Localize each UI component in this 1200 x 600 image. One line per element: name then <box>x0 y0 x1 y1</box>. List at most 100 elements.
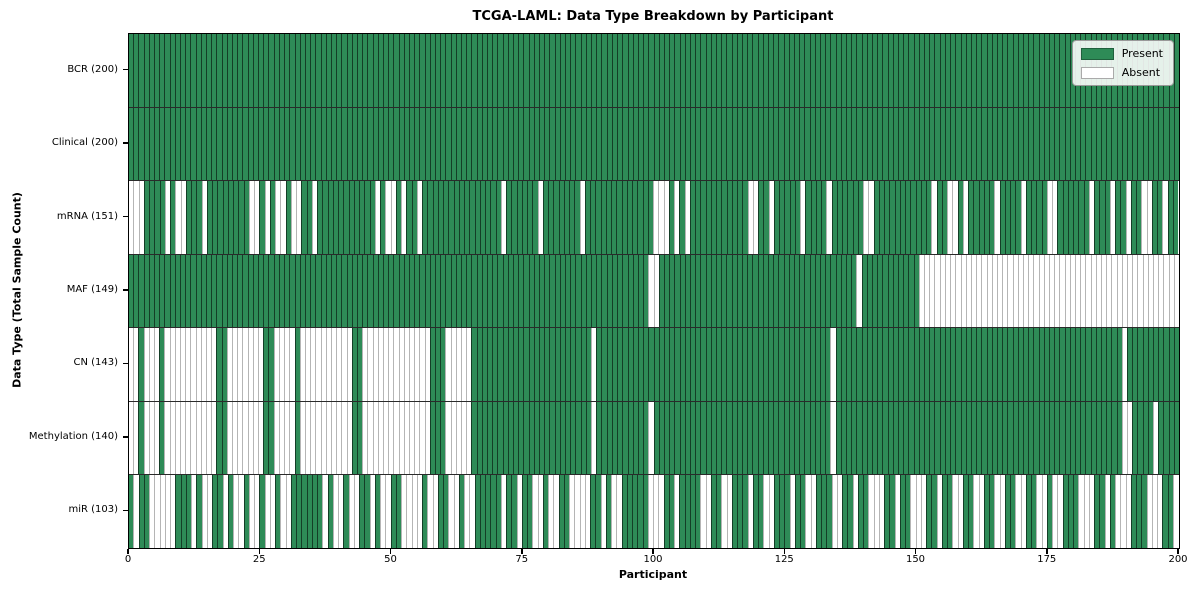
cell-absent <box>1125 181 1131 254</box>
cell-absent <box>1163 254 1169 328</box>
cell-present <box>427 181 433 254</box>
cell-present <box>518 107 524 181</box>
cell-absent <box>1088 475 1094 549</box>
cell-present <box>752 254 758 328</box>
cell-present <box>856 328 862 401</box>
x-tick-label: 150 <box>905 554 926 565</box>
cell-present <box>877 401 883 475</box>
cell-present <box>637 254 644 328</box>
cell-present <box>565 254 571 328</box>
cell-present <box>689 181 695 254</box>
cell-present <box>653 401 659 475</box>
cell-present <box>679 401 685 475</box>
cell-present <box>627 34 633 107</box>
cell-present <box>497 328 503 401</box>
cell-present <box>315 107 321 181</box>
cell-present <box>1137 328 1143 401</box>
cell-absent <box>367 328 373 401</box>
cell-present <box>294 328 300 401</box>
cell-absent <box>416 475 422 549</box>
y-tick-mark <box>123 142 128 144</box>
cell-present <box>931 475 937 549</box>
cell-present <box>887 107 893 181</box>
cell-present <box>148 254 155 328</box>
cell-present <box>851 328 857 401</box>
cell-present <box>970 328 977 401</box>
cell-present <box>455 254 461 328</box>
cell-present <box>643 401 649 475</box>
legend-entry-absent: Absent <box>1080 66 1163 79</box>
cell-present <box>476 34 482 107</box>
cell-absent <box>1020 181 1026 254</box>
cell-present <box>741 254 748 328</box>
cell-present <box>924 34 930 107</box>
cell-present <box>695 475 701 549</box>
cell-present <box>595 181 601 254</box>
cell-present <box>981 107 987 181</box>
cell-present <box>129 254 134 328</box>
cell-present <box>799 401 805 475</box>
cell-present <box>1022 34 1029 107</box>
cell-present <box>1033 34 1039 107</box>
cell-present <box>742 475 748 549</box>
cell-present <box>1046 475 1052 549</box>
cell-present <box>341 107 347 181</box>
cell-present <box>679 254 685 328</box>
cell-present <box>611 181 617 254</box>
cell-absent <box>170 475 176 549</box>
cell-present <box>852 181 858 254</box>
cell-present <box>351 107 357 181</box>
cell-present <box>721 401 727 475</box>
cell-absent <box>826 181 832 254</box>
cell-present <box>840 254 847 328</box>
cell-present <box>996 34 1003 107</box>
cell-absent <box>369 475 375 549</box>
cell-absent <box>232 401 238 475</box>
cell-present <box>479 181 485 254</box>
cell-absent <box>388 328 394 401</box>
cell-present <box>643 328 649 401</box>
cell-present <box>237 107 243 181</box>
cell-present <box>429 328 435 401</box>
cell-absent <box>947 181 953 254</box>
y-tick-label-CN: CN (143) <box>73 357 118 369</box>
cell-present <box>388 107 394 181</box>
cell-present <box>528 328 534 401</box>
cell-absent <box>1146 181 1152 254</box>
cell-absent <box>1168 254 1174 328</box>
cell-present <box>200 254 207 328</box>
cell-absent <box>1015 475 1021 549</box>
cell-absent <box>1020 475 1026 549</box>
cell-present <box>851 34 857 107</box>
cell-present <box>622 254 628 328</box>
cell-present <box>1099 475 1105 549</box>
cell-present <box>221 401 227 475</box>
cell-present <box>414 34 420 107</box>
cell-present <box>825 254 831 328</box>
cell-present <box>518 34 524 107</box>
cell-present <box>269 181 275 254</box>
cell-present <box>513 401 519 475</box>
cell-present <box>487 107 493 181</box>
cell-absent <box>143 401 149 475</box>
cell-present <box>955 34 961 107</box>
cell-absent <box>154 401 160 475</box>
cell-present <box>695 401 701 475</box>
cell-absent <box>247 328 253 401</box>
cell-absent <box>148 401 155 475</box>
cell-present <box>580 34 586 107</box>
cell-present <box>1069 107 1075 181</box>
cell-absent <box>143 328 149 401</box>
cell-present <box>408 107 415 181</box>
cell-present <box>310 107 316 181</box>
cell-present <box>721 254 727 328</box>
cell-present <box>622 328 628 401</box>
cell-present <box>861 254 867 328</box>
cell-present <box>164 254 170 328</box>
cell-present <box>913 107 919 181</box>
cell-absent <box>1059 254 1065 328</box>
cell-absent <box>1120 475 1126 549</box>
cell-present <box>367 34 373 107</box>
cell-present <box>835 328 841 401</box>
cell-present <box>138 328 144 401</box>
